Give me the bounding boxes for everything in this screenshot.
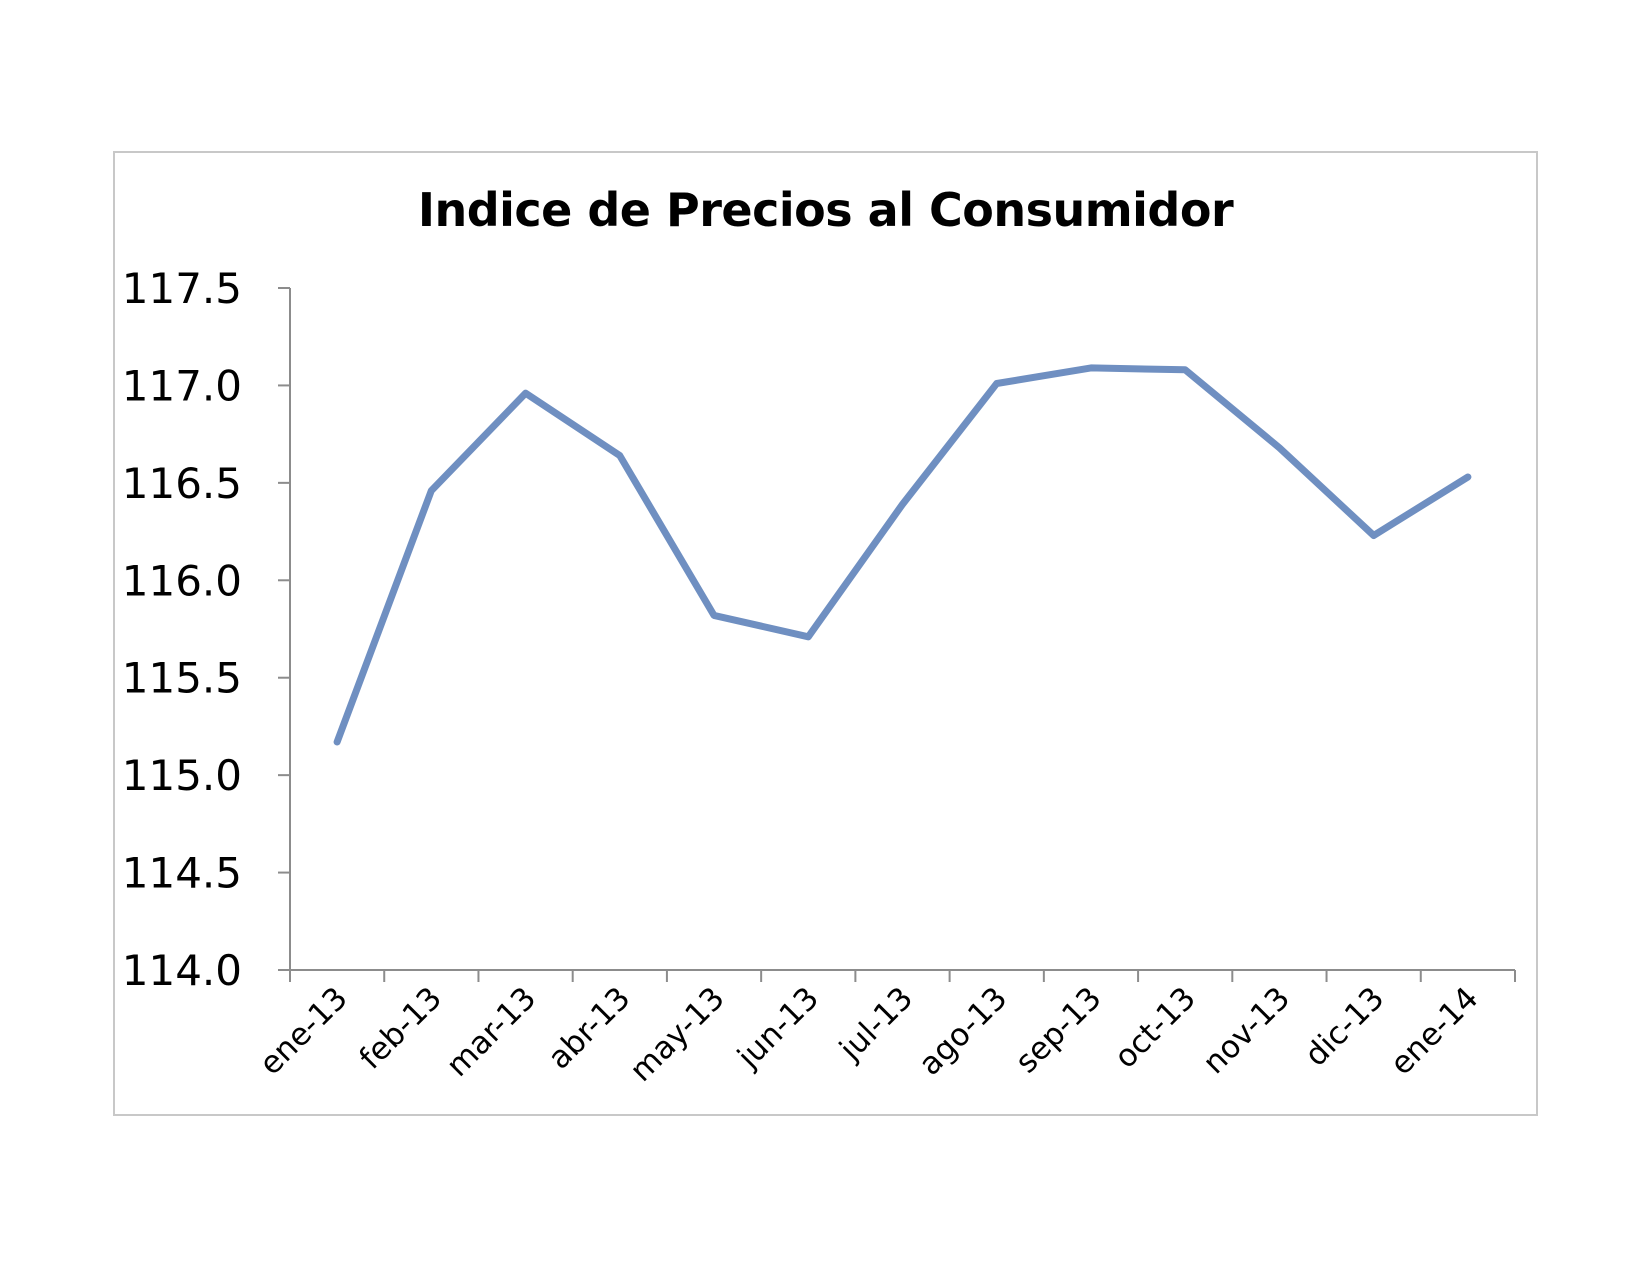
data-point — [996, 382, 998, 384]
data-point — [713, 614, 715, 616]
data-point — [430, 490, 432, 492]
data-point — [902, 503, 903, 505]
chart-frame: Indice de Precios al Consumidor — [113, 151, 1538, 1116]
data-point — [1184, 369, 1186, 371]
x-tick-label: dic-13 — [1298, 980, 1391, 1073]
x-tick-label: feb-13 — [353, 980, 449, 1076]
y-tick-label: 117.0 — [122, 361, 242, 410]
data-point — [1278, 447, 1280, 449]
y-tick-label: 114.0 — [122, 946, 242, 995]
data-point — [525, 392, 527, 394]
data-point — [807, 636, 809, 638]
series-group — [333, 364, 1472, 746]
y-tick-label: 116.5 — [122, 459, 242, 508]
x-tick-label: sep-13 — [1009, 980, 1109, 1080]
y-tick-label: 114.5 — [122, 849, 242, 898]
x-tick-label: may-13 — [623, 980, 732, 1089]
y-tick-label: 116.0 — [122, 556, 242, 605]
data-point — [1373, 534, 1375, 536]
x-tick-label: mar-13 — [440, 980, 544, 1084]
series-line — [333, 364, 1472, 746]
y-tick-label: 115.0 — [122, 751, 242, 800]
data-point — [619, 455, 621, 457]
x-tick-label: jul-13 — [832, 980, 920, 1068]
y-axis-tick-labels: 114.0 114.5 115.0 115.5 116.0 116.5 117.0 117.5 — [122, 264, 242, 995]
data-point — [336, 741, 338, 743]
chart-title: Indice de Precios al Consumidor — [417, 183, 1234, 237]
x-tick-label: oct-13 — [1108, 980, 1203, 1075]
data-point — [1467, 476, 1469, 478]
x-tick-label: ene-14 — [1383, 980, 1485, 1082]
data-point — [1090, 367, 1092, 369]
x-tick-label: jun-13 — [730, 980, 826, 1076]
x-tick-label: ene-13 — [253, 980, 355, 1082]
x-tick-label: nov-13 — [1196, 980, 1297, 1081]
y-tick-label: 117.5 — [122, 264, 242, 313]
chart-axes — [278, 287, 1516, 982]
x-tick-label: ago-13 — [912, 980, 1014, 1082]
y-tick-label: 115.5 — [122, 654, 242, 703]
x-tick-label: abr-13 — [541, 980, 637, 1076]
